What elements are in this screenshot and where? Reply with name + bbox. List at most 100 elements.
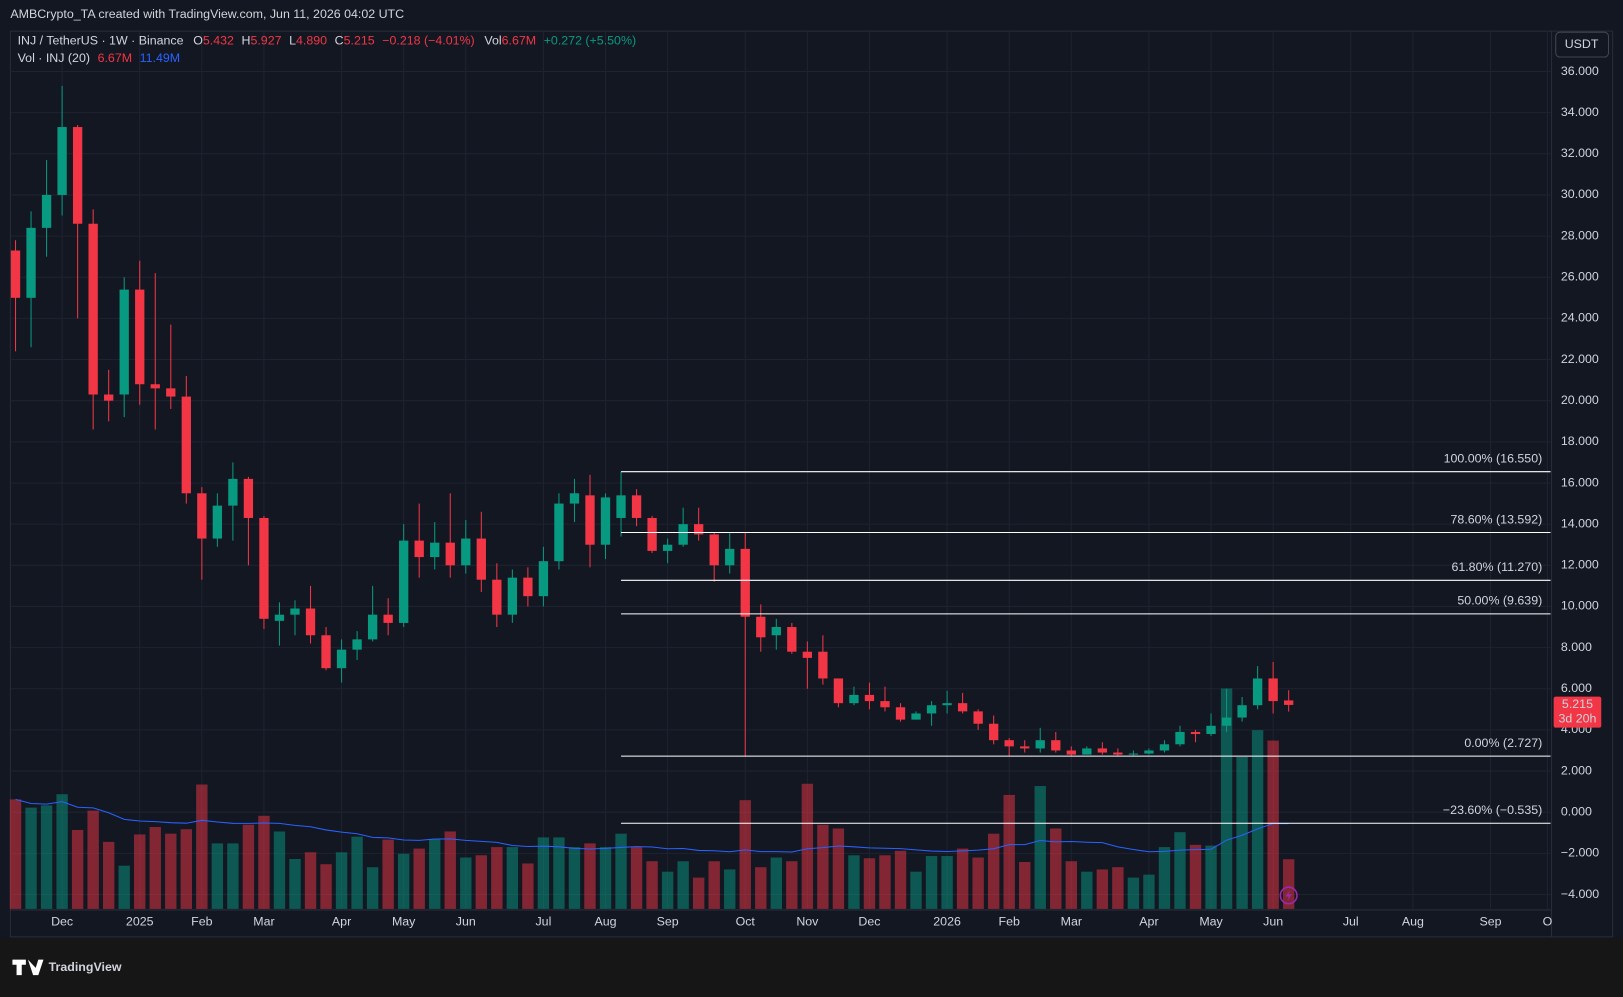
volume-bar bbox=[1127, 877, 1140, 909]
candle-body bbox=[352, 639, 362, 650]
candle-body bbox=[197, 493, 207, 539]
y-tick-label: 20.000 bbox=[1561, 393, 1599, 407]
x-tick-label: Dec bbox=[51, 915, 73, 929]
candle-body bbox=[1221, 717, 1232, 726]
change: −0.218 (−4.01%) bbox=[382, 34, 474, 48]
y-tick-label: 10.000 bbox=[1561, 599, 1599, 613]
brand-logo bbox=[12, 959, 44, 976]
candle-body bbox=[802, 651, 813, 658]
volume-bar bbox=[1081, 871, 1093, 909]
volume-bar bbox=[413, 848, 425, 909]
volume-bar bbox=[196, 784, 208, 909]
x-tick-label: Jul bbox=[1343, 915, 1359, 929]
y-tick-label: 16.000 bbox=[1561, 475, 1599, 489]
legend-line: INJ / TetherUS · 1W · Binance O5.432 H5.… bbox=[18, 34, 637, 48]
volume-ma-value: 11.49M bbox=[140, 51, 180, 65]
candle-body bbox=[631, 495, 642, 518]
volume-legend: Vol · INJ (20) 6.67M 11.49M bbox=[18, 51, 181, 65]
candle-body bbox=[569, 493, 580, 504]
candle-body bbox=[662, 544, 673, 551]
volume-bar bbox=[258, 815, 270, 909]
volume-bar bbox=[832, 828, 845, 909]
candle-body bbox=[600, 497, 611, 545]
volume-bar bbox=[149, 826, 161, 909]
volume-bar bbox=[273, 831, 286, 909]
candle-body bbox=[1128, 753, 1139, 755]
volume-bar bbox=[506, 847, 519, 909]
candle-body bbox=[274, 614, 285, 621]
x-tick-label: Aug bbox=[594, 915, 616, 929]
volume-bar bbox=[708, 861, 720, 909]
candle-body bbox=[119, 289, 129, 395]
vol-value: 6.67M bbox=[502, 34, 536, 48]
volume-bar bbox=[134, 834, 146, 909]
candle-body bbox=[430, 542, 440, 558]
ohlc-value: 5.927 bbox=[250, 34, 281, 48]
candle-body bbox=[864, 694, 875, 702]
volume-bar bbox=[397, 853, 410, 909]
x-tick-label: Jun bbox=[456, 915, 476, 929]
x-tick-label: 2025 bbox=[126, 915, 154, 929]
candle-body bbox=[290, 608, 300, 615]
candle-body bbox=[1097, 748, 1108, 753]
candle-body bbox=[399, 540, 409, 623]
volume-bar bbox=[724, 869, 736, 909]
candle-body bbox=[445, 542, 455, 566]
candles bbox=[10, 85, 1294, 757]
candle-body bbox=[26, 227, 36, 298]
x-tick-label: Sep bbox=[1479, 915, 1501, 929]
volume-bar bbox=[460, 857, 472, 909]
volume-bar bbox=[739, 800, 751, 909]
volume-bar bbox=[755, 867, 767, 909]
volume-bar bbox=[71, 829, 84, 909]
volume-bar bbox=[366, 867, 379, 909]
volume-ma bbox=[15, 798, 1289, 853]
volume-bar bbox=[1189, 844, 1202, 909]
x-tick-label: Jun bbox=[1263, 915, 1283, 929]
fib-retracement: 100.00% (16.550) 78.60% (13.592) 61.80% (1… bbox=[621, 452, 1551, 824]
header: AMBCrypto_TA created with TradingView.co… bbox=[10, 7, 404, 21]
volume-bar bbox=[1205, 845, 1217, 909]
volume-bar bbox=[1003, 794, 1015, 909]
x-tick-label: 2026 bbox=[933, 915, 961, 929]
ohlc-value: 4.890 bbox=[296, 34, 327, 48]
grid bbox=[10, 31, 1551, 909]
candle-body bbox=[1004, 740, 1014, 747]
volume-bar bbox=[770, 857, 782, 909]
candle-body bbox=[336, 649, 347, 669]
fib-label: 0.00% (2.727) bbox=[1464, 736, 1542, 750]
volume-bar bbox=[1220, 688, 1233, 909]
volume-bar bbox=[568, 847, 581, 909]
volume-bar bbox=[1143, 874, 1155, 909]
candle-body bbox=[414, 540, 424, 558]
volume-bar bbox=[553, 837, 565, 909]
candle-body bbox=[523, 577, 533, 597]
x-tick-label: Apr bbox=[1139, 915, 1158, 929]
volume-bar bbox=[227, 843, 239, 909]
x-tick-label: Aug bbox=[1402, 915, 1424, 929]
candle-body bbox=[818, 651, 828, 679]
candle-body bbox=[787, 627, 797, 652]
volume-bar bbox=[1050, 828, 1062, 909]
volume-name: Vol · INJ (20) bbox=[18, 51, 90, 65]
x-tick-label: Jul bbox=[535, 915, 551, 929]
currency-button[interactable] bbox=[1555, 31, 1610, 58]
y-tick-label: −4.000 bbox=[1561, 887, 1599, 901]
volume-bar bbox=[584, 843, 596, 909]
volume-bar bbox=[956, 848, 969, 909]
candle-body bbox=[166, 388, 176, 397]
footer bbox=[0, 937, 1623, 997]
ohlc-value: 5.215 bbox=[344, 34, 375, 48]
candle-body bbox=[880, 701, 890, 708]
ohlc-key: O bbox=[193, 34, 203, 48]
symbol: INJ / TetherUS · 1W · Binance bbox=[18, 34, 184, 48]
volume-bar bbox=[335, 852, 348, 909]
ohlc-key: C bbox=[335, 34, 344, 48]
candle-body bbox=[461, 538, 471, 566]
volume-bar bbox=[429, 838, 441, 909]
fib-label: −23.60% (−0.535) bbox=[1443, 803, 1542, 817]
currency[interactable]: USDT bbox=[1565, 37, 1599, 51]
alert-icon[interactable] bbox=[1279, 886, 1298, 905]
candle-body bbox=[1175, 731, 1185, 745]
